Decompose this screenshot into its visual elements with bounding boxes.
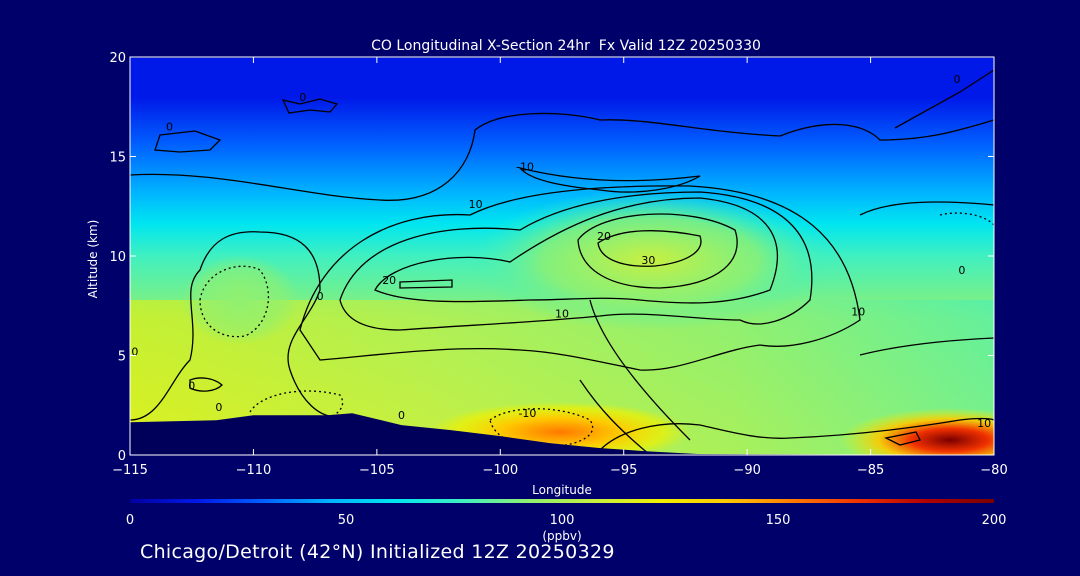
contour-line	[577, 213, 738, 289]
contour-line	[884, 431, 921, 446]
contour-line-dotted	[489, 408, 594, 448]
contour-line-dotted	[939, 212, 994, 226]
y-tick-label: 5	[118, 350, 126, 365]
x-axis-label: Longitude	[532, 483, 592, 497]
x-tick-label: −85	[857, 463, 884, 478]
y-tick-label: 15	[109, 151, 126, 166]
contour-label: -10	[518, 407, 536, 420]
x-tick-label: −115	[112, 463, 148, 478]
contour-label: 30	[641, 254, 655, 267]
contour-label: 0	[317, 290, 324, 303]
colorbar-tick-label: 100	[550, 513, 575, 528]
terrain-mask	[130, 413, 994, 455]
contour-label: 20	[382, 274, 396, 287]
contour-line	[859, 337, 994, 356]
contour-line	[189, 377, 223, 392]
co-maximum-upper	[470, 190, 830, 330]
co-maximum-surface-east	[840, 408, 994, 455]
contour-line	[894, 69, 994, 129]
colorbar-tick-label: 0	[126, 513, 134, 528]
contour-line	[374, 197, 778, 304]
x-tick-label: −80	[980, 463, 1007, 478]
contour-label: 0	[188, 379, 195, 392]
colorbar-tick-label: 150	[766, 513, 791, 528]
contour-line	[339, 191, 813, 331]
contour-line-dotted	[249, 390, 344, 426]
x-tick-label: −110	[236, 463, 272, 478]
plot-area: 10 20 30 20 10 10 -10 -10 10 0 0 0 0 0 0 0 0 0	[130, 57, 994, 455]
contour-label: 20	[597, 230, 611, 243]
y-tick-label: 10	[109, 250, 126, 265]
contour-line	[599, 417, 994, 451]
x-tick-label: −95	[610, 463, 637, 478]
x-tick-label: −100	[482, 463, 518, 478]
colorbar-tick-label: 50	[338, 513, 355, 528]
x-tick-label: −90	[733, 463, 760, 478]
contour-line	[579, 379, 651, 455]
contour-line	[154, 130, 222, 153]
co-minimum-left	[180, 255, 300, 345]
contour-label: 0	[398, 409, 405, 422]
colorbar-units: (ppbv)	[542, 529, 581, 543]
colorbar-tick-label: 200	[982, 513, 1007, 528]
run-caption: Chicago/Detroit (42°N) Initialized 12Z 2…	[140, 541, 615, 563]
contour-label: 0	[131, 346, 138, 359]
contour-label: 0	[166, 121, 173, 134]
contour-label: 0	[215, 401, 222, 414]
contour-label: 10	[555, 308, 569, 321]
contour-label: 10	[851, 306, 865, 319]
x-tick-label: −105	[359, 463, 395, 478]
anomaly-contours	[130, 57, 994, 455]
contour-label: 0	[299, 91, 306, 104]
contour-line-dotted	[199, 265, 270, 338]
contour-line	[281, 98, 339, 114]
colorbar-ticks: 0 50 100 150 200	[126, 513, 1007, 528]
contour-line	[399, 279, 453, 289]
y-axis-label: Altitude (km)	[86, 220, 100, 299]
contour-line	[130, 231, 341, 421]
contour-label: 10	[469, 198, 483, 211]
contour-label: 0	[958, 264, 965, 277]
y-tick-label: 0	[118, 449, 126, 464]
contour-label: 10	[977, 417, 991, 430]
contour-line	[299, 185, 861, 371]
contour-line	[589, 299, 691, 441]
x-axis: −115 −110 −105 −100 −95 −90 −85 −80	[112, 57, 1008, 478]
contour-line	[130, 112, 994, 201]
contour-labels: 10 20 30 20 10 10 -10 -10 10 0 0 0 0 0 0 0 0 0	[131, 73, 991, 430]
contour-label: 0	[953, 73, 960, 86]
y-tick-label: 20	[109, 51, 126, 66]
contour-label: -10	[516, 160, 534, 173]
contour-line	[597, 230, 702, 267]
contour-line	[859, 201, 994, 216]
chart-title: CO Longitudinal X-Section 24hr Fx Valid …	[371, 38, 761, 54]
colorbar	[130, 499, 994, 503]
